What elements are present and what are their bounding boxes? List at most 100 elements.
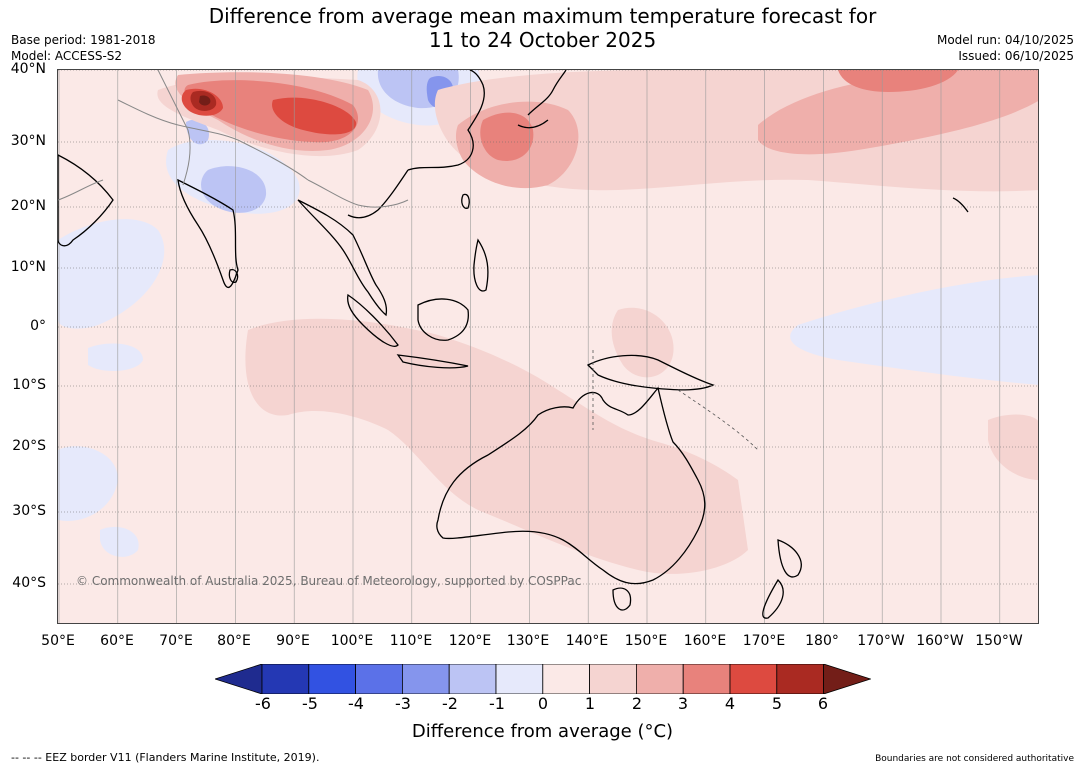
lon-label: 170°E xyxy=(742,633,786,649)
colorbar-tick: -2 xyxy=(442,694,458,713)
lon-label: 160°W xyxy=(916,633,964,649)
anomaly-cool-core xyxy=(186,119,209,145)
lat-label: 20°N xyxy=(10,198,46,214)
colorbar-tick: 5 xyxy=(771,694,783,713)
lat-label: 20°S xyxy=(12,438,46,454)
tasmania-coastline xyxy=(612,587,632,611)
anomaly-cool-patch xyxy=(100,526,139,557)
hawaii-coastline xyxy=(952,197,969,213)
title-line-1: Difference from average mean maximum tem… xyxy=(208,4,877,28)
lon-label: 170°W xyxy=(857,633,905,649)
meta-left: Base period: 1981-2018 Model: ACCESS-S2 xyxy=(11,32,156,64)
india-coastline xyxy=(177,178,239,289)
colorbar-segment xyxy=(729,664,778,694)
colorbar-tick: 1 xyxy=(584,694,596,713)
colorbar-tick: -1 xyxy=(489,694,505,713)
colorbar-label: Difference from average (°C) xyxy=(411,721,674,742)
lon-label: 60°E xyxy=(100,633,134,649)
lon-label: 130°E xyxy=(506,633,550,649)
java-coastline xyxy=(396,354,469,369)
anomaly-warm-extreme xyxy=(199,95,211,106)
colorbar-segment xyxy=(495,664,544,694)
model-run: Model run: 04/10/2025 xyxy=(936,33,1074,47)
anomaly-warm-patch xyxy=(245,318,749,574)
model-name: Model: ACCESS-S2 xyxy=(11,49,123,63)
lon-label: 150°W xyxy=(975,633,1023,649)
lon-label: 140°E xyxy=(565,633,609,649)
colorbar-segment xyxy=(401,664,450,694)
eez-footnote: -- -- -- EEZ border V11 (Flanders Marine… xyxy=(11,751,320,764)
colorbar-tick: 4 xyxy=(724,694,736,713)
australia-coastline xyxy=(436,386,706,585)
colorbar-tick: -5 xyxy=(302,694,318,713)
lon-label: 50°E xyxy=(41,633,75,649)
colorbar-segment xyxy=(355,664,403,694)
map-panel xyxy=(57,69,1039,624)
country-border xyxy=(117,99,309,181)
colorbar-tick: -3 xyxy=(395,694,411,713)
colorbar-segment xyxy=(635,664,684,694)
colorbar-segment xyxy=(448,664,497,694)
anomaly-cool-patch xyxy=(88,343,143,372)
philippines-coastline xyxy=(473,238,489,292)
country-border xyxy=(58,179,104,201)
lon-label: 120°E xyxy=(448,633,492,649)
colorbar-extend-low xyxy=(215,664,263,694)
copyright-notice: © Commonwealth of Australia 2025, Bureau… xyxy=(76,574,582,588)
eez-borders xyxy=(592,350,759,451)
arabia-coastline xyxy=(58,154,114,247)
lat-label: 40°S xyxy=(12,575,46,591)
lat-label: 40°N xyxy=(10,61,46,77)
lat-label: 0° xyxy=(30,318,46,334)
country-border xyxy=(307,179,409,208)
anomaly-cool-patch xyxy=(58,446,118,521)
lon-label: 70°E xyxy=(159,633,193,649)
colorbar-extend-high xyxy=(823,664,871,694)
sri-lanka xyxy=(228,269,239,283)
new-zealand-south xyxy=(762,578,784,619)
base-period: Base period: 1981-2018 xyxy=(11,33,156,47)
country-borders xyxy=(58,70,409,208)
colorbar-segment xyxy=(682,664,731,694)
colorbar-segment xyxy=(542,664,590,694)
meta-right: Model run: 04/10/2025 Issued: 06/10/2025 xyxy=(937,32,1074,64)
issued-date: Issued: 06/10/2025 xyxy=(958,49,1074,63)
lat-label: 10°N xyxy=(10,259,46,275)
coastlines xyxy=(58,70,969,619)
lon-label: 110°E xyxy=(389,633,433,649)
colorbar xyxy=(215,664,871,694)
lon-label: 150°E xyxy=(624,633,668,649)
sumatra-coastline xyxy=(347,293,399,347)
new-guinea-coastline xyxy=(586,354,715,391)
taiwan-coastline xyxy=(461,193,470,209)
colorbar-tick: -4 xyxy=(348,694,364,713)
new-zealand-north xyxy=(777,539,802,578)
lon-label: 180° xyxy=(805,633,839,649)
lon-label: 80°E xyxy=(217,633,251,649)
lon-label: 100°E xyxy=(330,633,374,649)
country-border xyxy=(157,70,191,186)
anomaly-cool-patch xyxy=(58,219,165,329)
colorbar-segment xyxy=(308,664,357,694)
colorbar-segment xyxy=(776,664,824,694)
graticule xyxy=(58,70,1038,623)
lon-label: 90°E xyxy=(276,633,310,649)
colorbar-tick: 6 xyxy=(817,694,829,713)
lat-label: 30°N xyxy=(10,133,46,149)
eez-border xyxy=(677,389,759,451)
anomaly-warm-moderate xyxy=(758,70,1038,155)
title-line-2: 11 to 24 October 2025 xyxy=(428,28,657,52)
colorbar-tick: -6 xyxy=(255,694,271,713)
map-canvas xyxy=(58,70,1038,623)
southeast-asia-coastline xyxy=(297,199,388,317)
east-asia-coastline xyxy=(347,70,485,219)
japan-coastline xyxy=(517,70,567,129)
colorbar-tick: 0 xyxy=(537,694,549,713)
lon-label: 160°E xyxy=(683,633,727,649)
borneo-coastline xyxy=(417,298,469,341)
anomaly-cool-patch xyxy=(790,275,1038,385)
anomaly-warm-high xyxy=(838,70,958,92)
colorbar-tick: 2 xyxy=(631,694,643,713)
colorbar-segment xyxy=(261,664,310,694)
chart-title: Difference from average mean maximum tem… xyxy=(0,4,1085,52)
